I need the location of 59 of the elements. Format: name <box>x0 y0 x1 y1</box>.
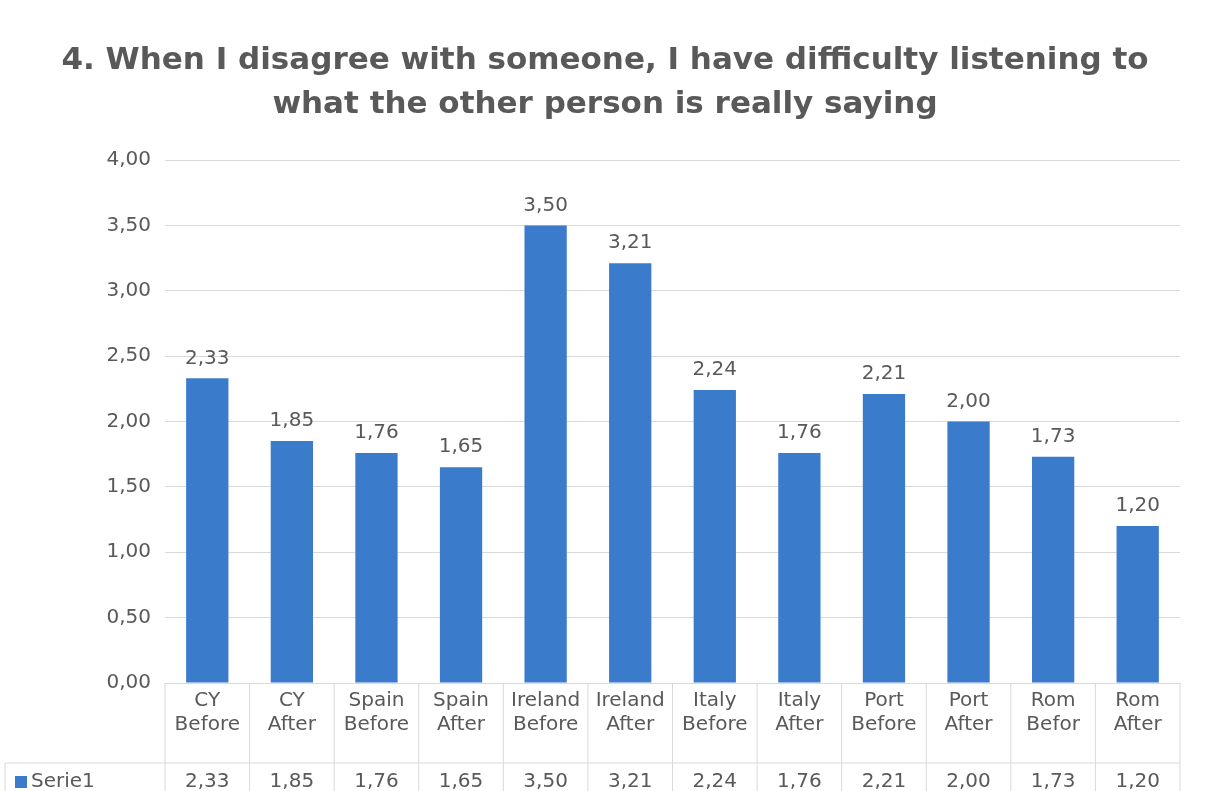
bar <box>609 263 652 683</box>
text: 2,24 <box>692 356 738 381</box>
bar <box>439 467 483 683</box>
x-tick-label: Spain Before <box>343 687 410 736</box>
text: 3,21 <box>607 229 653 254</box>
data-label: 1,76 <box>777 768 822 791</box>
data-label: 2,00 <box>946 768 991 791</box>
data-label: 1,65 <box>438 768 484 791</box>
text: 1,20 <box>1115 492 1160 517</box>
bar <box>1116 526 1159 683</box>
bar <box>524 225 567 683</box>
text: 1,65 <box>438 433 484 458</box>
bar <box>862 394 906 683</box>
x-tick-label: Port After <box>944 687 994 736</box>
bar <box>778 452 821 683</box>
y-tick-label: 0,00 <box>106 669 151 694</box>
x-tick-label: Rom After <box>1113 687 1163 736</box>
y-tick-label: 4,00 <box>106 146 151 171</box>
y-tick-label: 3,00 <box>106 276 151 301</box>
data-label: 2,33 <box>185 768 230 791</box>
x-tick-label: Italy After <box>775 687 825 736</box>
text: 1,76 <box>777 419 822 444</box>
bar <box>1031 456 1075 683</box>
text: 2,00 <box>946 387 991 412</box>
bar <box>355 452 398 683</box>
data-label: 1,76 <box>354 768 399 791</box>
x-tick-label: CY Before <box>174 687 240 736</box>
x-tick-label: Port Before <box>851 687 917 736</box>
x-tick-label: Rom Befor <box>1026 687 1081 736</box>
data-label: 2,21 <box>861 768 907 791</box>
y-tick-label: 1,50 <box>106 473 151 498</box>
legend-label: Serie1 <box>31 768 95 791</box>
x-tick-label: Spain After <box>433 687 489 736</box>
y-tick-label: 2,50 <box>106 342 151 367</box>
bar <box>693 390 736 683</box>
text: 1,76 <box>354 419 399 444</box>
text: 2,21 <box>861 360 907 385</box>
text: 1,73 <box>1030 423 1076 448</box>
data-label: 2,24 <box>692 768 738 791</box>
bar <box>186 378 229 683</box>
data-label: 1,20 <box>1115 768 1160 791</box>
text: 2,33 <box>185 344 230 369</box>
text: 1,85 <box>269 407 315 432</box>
x-tick-label: Ireland After <box>595 687 665 736</box>
x-tick-label: Italy Before <box>682 687 748 736</box>
bar <box>947 421 990 683</box>
chart-title: 4. When I disagree with someone, I have difficulty listening to what the other person is really saying <box>60 39 1150 122</box>
data-label: 3,50 <box>523 768 568 791</box>
bar <box>270 441 314 683</box>
text: 3,50 <box>523 191 568 216</box>
y-tick-label: 1,00 <box>106 538 151 563</box>
x-tick-label: CY After <box>267 687 317 736</box>
data-label: 3,21 <box>607 768 653 791</box>
y-tick-label: 3,50 <box>106 211 151 236</box>
y-tick-label: 0,50 <box>106 603 151 628</box>
data-label: 1,85 <box>269 768 315 791</box>
data-label: 1,73 <box>1030 768 1076 791</box>
x-tick-label: Ireland Before <box>511 687 581 736</box>
y-tick-label: 2,00 <box>106 407 151 432</box>
